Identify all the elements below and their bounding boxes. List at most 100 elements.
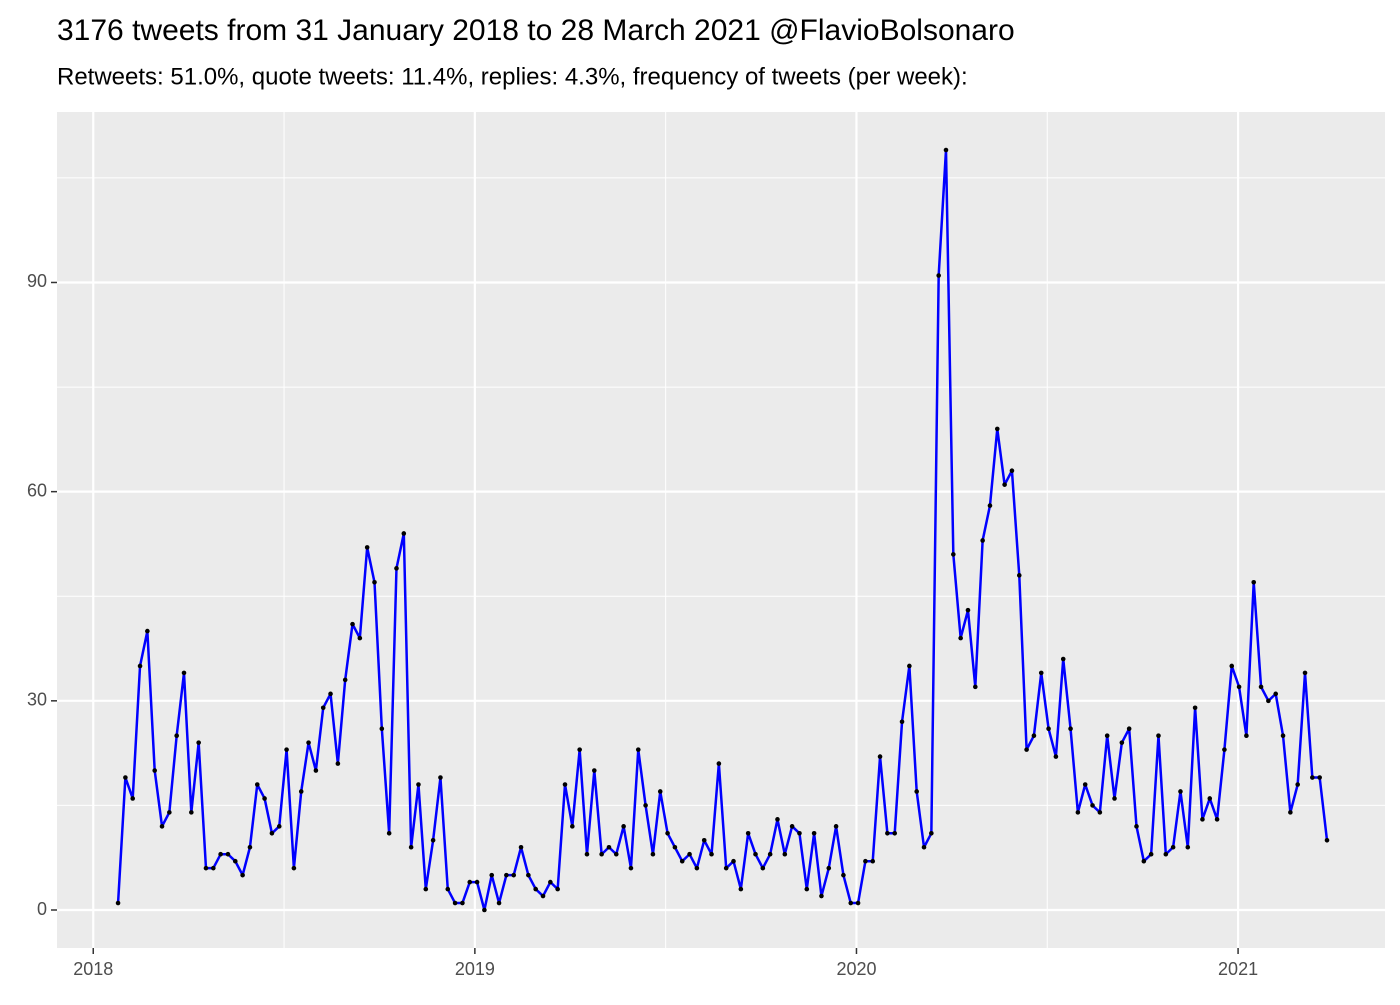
data-point (1266, 698, 1271, 704)
data-point (1236, 684, 1242, 690)
data-point (1310, 775, 1315, 780)
data-point (841, 872, 846, 878)
data-point (196, 740, 201, 745)
data-point (1148, 851, 1154, 857)
data-point (797, 831, 802, 836)
data-point (584, 851, 590, 857)
data-point (416, 782, 421, 787)
data-point (1170, 844, 1176, 850)
data-point (1126, 726, 1132, 732)
data-point (848, 900, 854, 906)
data-point (269, 831, 275, 836)
data-point (1251, 579, 1257, 585)
data-point (350, 621, 355, 627)
data-point (943, 147, 949, 153)
data-point (474, 879, 480, 885)
data-point (526, 872, 531, 878)
data-point (372, 579, 377, 585)
data-point (973, 684, 978, 690)
data-point (753, 851, 758, 857)
data-point (665, 831, 670, 836)
data-point (1141, 858, 1147, 864)
data-point (987, 503, 993, 508)
data-point (855, 900, 861, 906)
data-point (1060, 656, 1066, 662)
data-point (533, 886, 538, 892)
data-point (1273, 691, 1279, 697)
data-point (1112, 796, 1117, 801)
data-point (885, 831, 890, 836)
data-point (870, 858, 876, 864)
data-point (914, 789, 919, 794)
data-point (438, 775, 443, 780)
data-point (225, 851, 231, 857)
data-point (1192, 705, 1198, 711)
data-point (892, 831, 898, 836)
data-point (342, 677, 348, 683)
data-point (782, 851, 788, 857)
data-point (606, 844, 612, 850)
data-point (298, 789, 304, 794)
data-point (701, 837, 707, 843)
data-point (936, 273, 941, 278)
data-point (518, 844, 524, 850)
data-point (767, 851, 773, 857)
data-point (1200, 817, 1205, 822)
data-point (877, 754, 883, 759)
data-point (657, 789, 663, 794)
data-point (1134, 824, 1139, 829)
data-point (1280, 733, 1286, 738)
data-point (577, 747, 582, 752)
data-point (511, 872, 517, 878)
y-tick-label: 90 (27, 271, 47, 291)
data-point (570, 824, 575, 829)
data-point (276, 824, 282, 829)
data-point (679, 858, 685, 864)
data-point (430, 837, 436, 843)
data-point (804, 886, 810, 892)
data-point (123, 775, 128, 780)
data-point (1302, 670, 1308, 676)
data-point (240, 872, 245, 878)
data-point (320, 705, 326, 711)
line (116, 148, 1329, 912)
data-point (313, 768, 319, 773)
data-point (496, 900, 502, 906)
data-point (731, 858, 736, 864)
data-point (745, 831, 751, 836)
data-point (958, 635, 963, 641)
data-point (452, 900, 458, 906)
data-point (1156, 733, 1161, 738)
data-point (723, 865, 729, 871)
data-point (1075, 810, 1081, 815)
data-point (1068, 726, 1073, 732)
data-point (1244, 733, 1249, 738)
data-point (489, 872, 495, 878)
data-point (284, 747, 289, 752)
data-point (775, 817, 780, 822)
data-point (357, 635, 363, 641)
data-point (643, 803, 648, 808)
data-point (1324, 837, 1330, 843)
data-point (687, 851, 692, 857)
data-point (929, 831, 934, 836)
data-point (1295, 782, 1300, 787)
data-point (819, 893, 824, 899)
data-point (921, 844, 927, 850)
data-point (460, 900, 465, 906)
data-point (1214, 817, 1220, 822)
data-point (1207, 796, 1213, 801)
data-point (1229, 663, 1235, 669)
data-point (613, 851, 619, 857)
x-tick-label: 2018 (73, 959, 113, 979)
data-point (1119, 740, 1125, 745)
data-point (1031, 733, 1037, 738)
data-point (174, 733, 179, 738)
data-point (1009, 468, 1015, 474)
y-tick-label: 60 (27, 480, 47, 500)
data-point (965, 607, 971, 613)
data-point (1082, 782, 1088, 787)
data-point (291, 865, 297, 871)
data-point (907, 663, 912, 669)
data-point (628, 865, 634, 871)
